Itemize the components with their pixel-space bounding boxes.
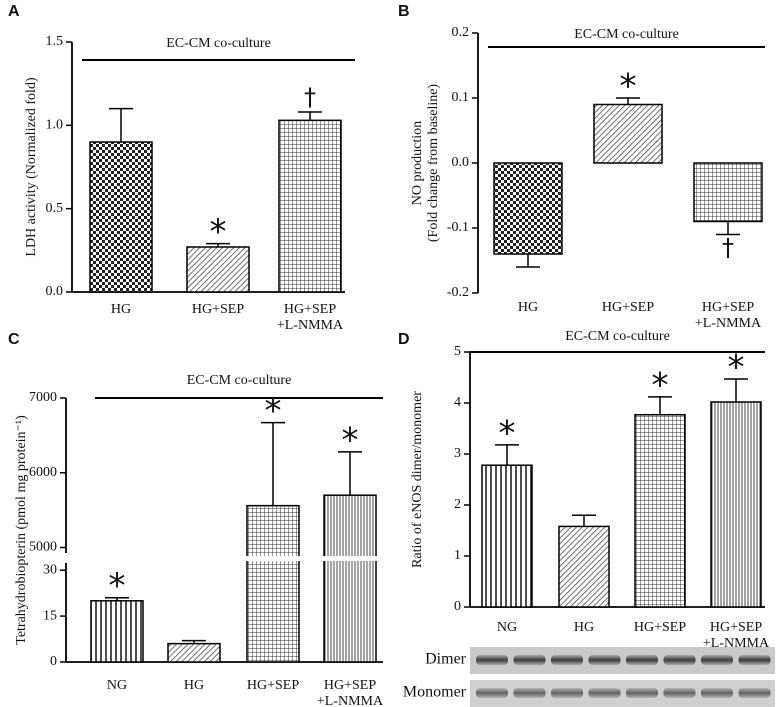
y-tick-label: 5000 [29, 540, 57, 555]
y-tick-label: 1.5 [46, 34, 64, 49]
y-tick-label: 6000 [29, 465, 57, 480]
y-tick-label: -0.2 [447, 285, 469, 300]
blot-label: Dimer [425, 651, 467, 668]
significance-marker: * [620, 67, 637, 107]
y-tick-label: -0.1 [447, 220, 469, 235]
bar [558, 525, 610, 608]
panel-label: C [8, 331, 20, 348]
annotation: EC-CM co-culture [565, 329, 670, 344]
y-tick-label: 15 [43, 608, 57, 623]
bar [89, 141, 153, 293]
x-tick-label: HG+SEP [247, 678, 299, 693]
y-axis-label: NO production(Fold change from baseline) [410, 84, 441, 243]
y-tick-label: 0.1 [452, 90, 470, 105]
significance-marker: * [499, 413, 516, 453]
significance-marker: * [109, 566, 126, 606]
y-tick-label: 7000 [29, 390, 57, 405]
y-tick-label: 0 [454, 599, 461, 614]
x-tick-label: HG+SEP +L-NMMA [317, 678, 384, 707]
blot-band [738, 655, 771, 665]
y-tick-label: 0.0 [452, 155, 470, 170]
y-tick-label: 1 [454, 548, 461, 563]
panel-label: B [398, 3, 410, 20]
significance-marker: * [652, 365, 669, 405]
significance-marker: * [342, 420, 359, 460]
bar [246, 504, 300, 663]
blot-band [513, 688, 546, 698]
significance-marker: † [722, 234, 734, 262]
y-tick-label: 0 [50, 654, 57, 669]
annotation: EC-CM co-culture [166, 36, 271, 51]
y-tick-label: 1.0 [46, 118, 64, 133]
x-tick-label: NG [107, 678, 127, 693]
blot-band [663, 655, 696, 665]
x-tick-label: HG [111, 302, 131, 317]
blot-band [588, 655, 621, 665]
annotation: EC-CM co-culture [574, 27, 679, 42]
bar [323, 494, 377, 663]
y-tick-label: 5 [454, 344, 461, 359]
blot-band [701, 688, 733, 698]
bar [186, 246, 250, 293]
x-tick-label: NG [497, 620, 517, 635]
panel-label: D [398, 331, 410, 348]
significance-marker: * [728, 348, 745, 388]
y-tick-label: 30 [43, 562, 57, 577]
bar [90, 600, 144, 663]
bar [593, 103, 663, 164]
x-tick-label: HG+SEP [634, 620, 686, 635]
bar [693, 162, 763, 223]
significance-marker: * [265, 391, 282, 431]
y-tick-label: 0.2 [452, 25, 470, 40]
blot-band [513, 655, 546, 665]
y-axis-label: Tetrahydrobiopterin (pmol mg protein⁻¹) [14, 415, 29, 645]
blot-band [588, 688, 621, 698]
blot-label: Monomer [403, 684, 467, 701]
x-tick-label: HG+SEP +L-NMMA [277, 302, 344, 333]
y-tick-label: 4 [454, 395, 461, 410]
y-tick-label: 3 [454, 446, 461, 461]
bar [481, 464, 533, 608]
x-tick-label: HG [574, 620, 594, 635]
blot-band [551, 655, 583, 665]
blot-band [738, 688, 771, 698]
x-tick-label: HG [184, 678, 204, 693]
significance-marker: * [210, 212, 227, 252]
blot-band [476, 655, 508, 665]
blot-band [663, 688, 696, 698]
x-tick-label: HG+SEP +L-NMMA [703, 620, 770, 651]
panel-label: A [8, 3, 20, 20]
x-tick-label: HG+SEP +L-NMMA [695, 300, 762, 331]
bar [493, 162, 563, 255]
y-axis-label: Ratio of eNOS dimer/monomer [410, 391, 425, 568]
blot-band [551, 688, 583, 698]
blot-band [476, 688, 508, 698]
bar [278, 119, 342, 293]
bar [710, 401, 762, 608]
annotation: EC-CM co-culture [187, 373, 292, 388]
bar [634, 413, 686, 608]
blot-band [626, 655, 658, 665]
x-tick-label: HG [518, 300, 538, 315]
y-tick-label: 2 [454, 497, 461, 512]
blot-band [626, 688, 658, 698]
x-tick-label: HG+SEP [602, 300, 654, 315]
y-tick-label: 0.5 [46, 201, 64, 216]
axis-break [68, 556, 388, 561]
x-tick-label: HG+SEP [192, 302, 244, 317]
y-tick-label: 0.0 [46, 284, 64, 299]
bar [167, 642, 221, 663]
blot-band [701, 655, 733, 665]
significance-marker: † [304, 83, 316, 111]
y-axis-label: LDH activity (Normalized fold) [24, 77, 39, 257]
